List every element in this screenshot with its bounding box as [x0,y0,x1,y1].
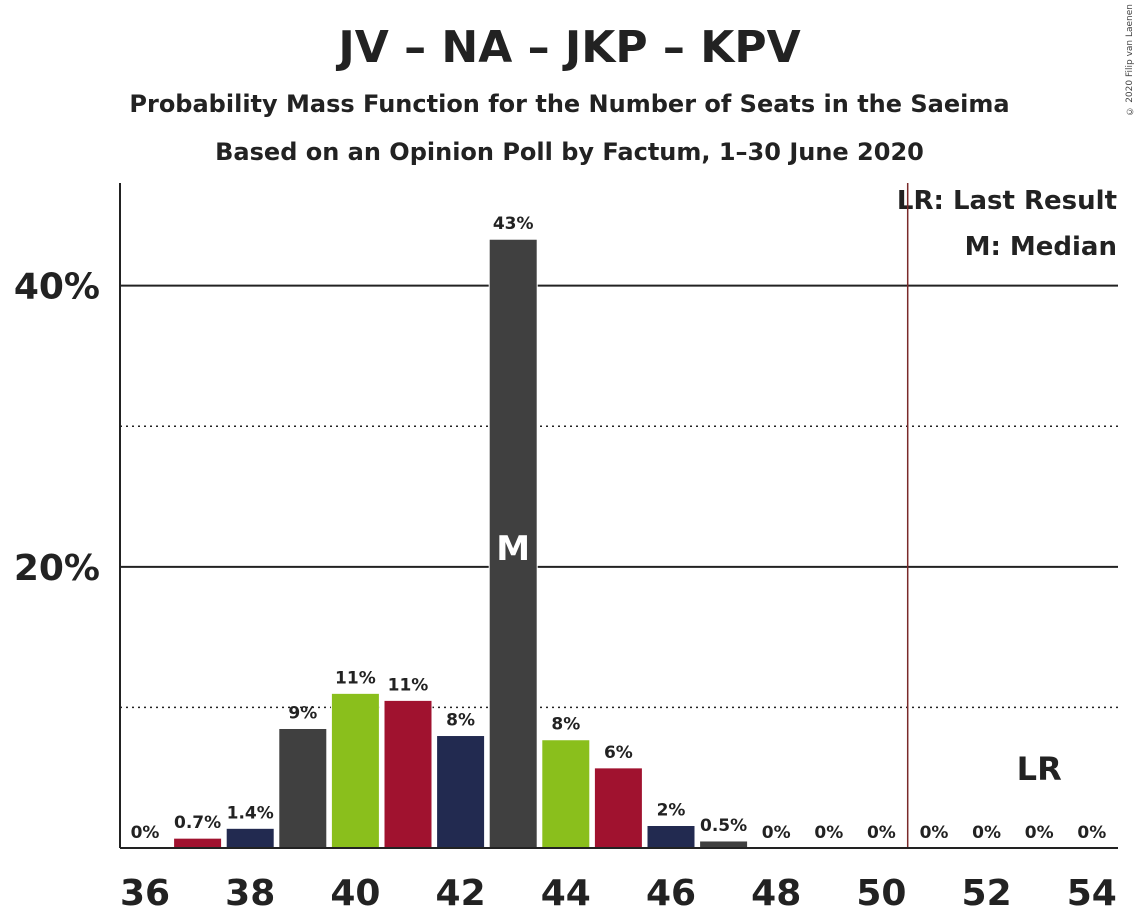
bar-value-label: 0% [920,823,949,843]
bar-value-label: 8% [551,715,580,735]
bar-value-label: 0% [131,823,160,843]
chart-subtitle-source: Based on an Opinion Poll by Factum, 1–30… [215,138,924,166]
bar [646,825,696,849]
x-tick-label: 52 [962,873,1012,914]
bar-value-label: 2% [657,801,686,821]
bar-value-label: 8% [446,711,475,731]
bar [436,735,486,849]
median-marker: M [496,529,530,569]
x-tick-label: 54 [1067,873,1117,914]
bar [330,692,380,849]
y-tick-label: 40% [14,267,100,308]
bar [278,727,328,849]
bar-label-background [479,211,548,234]
x-tick-label: 44 [541,873,591,914]
bar-value-label: 0% [867,823,896,843]
bar-value-label: 0.5% [700,816,747,836]
bar-value-label: 0% [1077,823,1106,843]
bar [173,837,223,849]
bar-value-label: 6% [604,743,633,763]
chart-subtitle: Probability Mass Function for the Number… [129,90,1010,118]
y-tick-label: 20% [14,548,100,589]
x-tick-label: 48 [751,873,801,914]
bar-value-label: 9% [288,703,317,723]
bar-value-label: 11% [388,675,429,695]
bar [383,699,433,849]
x-tick-label: 36 [120,873,170,914]
legend-median: M: Median [964,232,1117,262]
x-tick-label: 46 [646,873,696,914]
x-tick-label: 40 [330,873,380,914]
x-tick-label: 42 [436,873,486,914]
bar-value-label: 43% [493,214,534,234]
bar-value-label: 0% [972,823,1001,843]
bar-value-label: 0.7% [174,813,221,833]
chart-title: JV – NA – JKP – KPV [338,22,801,73]
bar [541,739,591,849]
last-result-marker: LR [1017,750,1062,788]
bar-value-label: 0% [762,823,791,843]
legend-last-result: LR: Last Result [896,186,1117,216]
bar [699,840,749,849]
bar-value-label: 11% [335,668,376,688]
bar-value-label: 0% [1025,823,1054,843]
x-tick-label: 50 [856,873,906,914]
x-tick-label: 38 [225,873,275,914]
bar-value-label: 1.4% [227,803,274,823]
bar [225,827,275,849]
bar-value-label: 0% [814,823,843,843]
bar [593,767,643,849]
